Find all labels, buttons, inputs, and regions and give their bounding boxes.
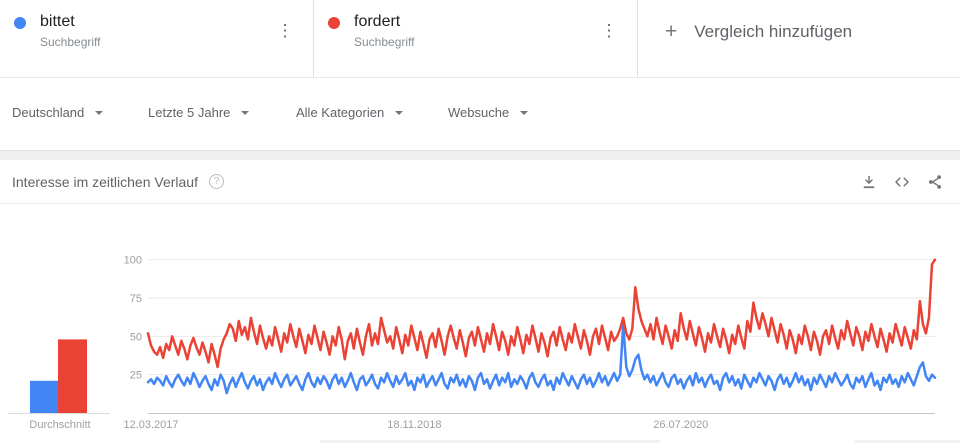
add-comparison-label: Vergleich hinzufügen (694, 22, 853, 41)
filter-category-dropdown[interactable]: Alle Kategorien (296, 102, 404, 122)
term-title: fordert (354, 13, 401, 30)
avg-bar-bittet[interactable] (30, 380, 58, 413)
more-options-icon[interactable]: ⋮ (600, 21, 618, 40)
share-icon[interactable] (926, 173, 944, 191)
filter-region-dropdown[interactable]: Deutschland (12, 102, 104, 122)
term-type-label: Suchbegriff (354, 35, 415, 49)
interest-over-time-chart[interactable]: 25 50 75 100 12.03.2017 18.11.2018 26.07.2020… (0, 204, 960, 443)
page-background-gap (0, 151, 960, 160)
series-dot-fordert-icon (328, 17, 340, 29)
filter-searchtype-dropdown[interactable]: Websuche (448, 102, 529, 122)
search-terms-bar: bittet Suchbegriff ⋮ fordert Suchbegriff… (0, 0, 960, 78)
svg-text:100: 100 (124, 255, 142, 267)
help-icon[interactable]: ? (208, 174, 224, 189)
filter-label: Alle Kategorien (296, 104, 385, 120)
term-card-fordert[interactable]: fordert Suchbegriff ⋮ (314, 0, 638, 77)
embed-icon[interactable] (893, 173, 911, 191)
y-tick-labels: 25 50 75 100 (124, 255, 142, 382)
svg-text:12.03.2017: 12.03.2017 (123, 419, 178, 431)
gridlines (148, 259, 935, 376)
plus-icon: + (665, 20, 678, 43)
chevron-down-icon (520, 111, 529, 115)
term-type-label: Suchbegriff (40, 35, 101, 49)
svg-text:26.07.2020: 26.07.2020 (653, 419, 708, 431)
svg-text:18.11.2018: 18.11.2018 (387, 419, 441, 431)
filter-label: Websuche (448, 104, 510, 120)
svg-text:75: 75 (130, 293, 142, 305)
add-comparison-button[interactable]: + Vergleich hinzufügen (638, 0, 960, 77)
chevron-down-icon (241, 111, 250, 115)
line-fordert[interactable] (146, 258, 937, 369)
chart-section-title: Interesse im zeitlichen Verlauf (12, 173, 198, 190)
chevron-down-icon (395, 111, 404, 115)
filter-label: Deutschland (12, 104, 85, 120)
chevron-down-icon (95, 111, 104, 115)
line-bittet[interactable] (146, 322, 937, 395)
filter-label: Letzte 5 Jahre (148, 104, 231, 120)
page-bottom-artifact (855, 440, 960, 443)
filters-bar: Deutschland Letzte 5 Jahre Alle Kategori… (0, 78, 960, 151)
avg-label: Durchschnitt (29, 419, 90, 431)
term-title: bittet (40, 13, 75, 30)
chart-header: Interesse im zeitlichen Verlauf ? (0, 160, 960, 204)
more-options-icon[interactable]: ⋮ (276, 21, 294, 40)
download-icon[interactable] (860, 173, 878, 191)
x-tick-labels: 12.03.2017 18.11.2018 26.07.2020 (123, 419, 708, 431)
svg-text:25: 25 (130, 370, 142, 382)
avg-bar-fordert[interactable] (58, 339, 87, 413)
term-card-bittet[interactable]: bittet Suchbegriff ⋮ (0, 0, 314, 77)
svg-text:50: 50 (130, 331, 142, 343)
page-bottom-artifact (320, 440, 660, 443)
series-dot-bittet-icon (14, 17, 26, 29)
chart-body: 25 50 75 100 12.03.2017 18.11.2018 26.07.2020… (0, 204, 960, 443)
interest-over-time-card: Interesse im zeitlichen Verlauf ? (0, 160, 960, 444)
filter-timerange-dropdown[interactable]: Letzte 5 Jahre (148, 102, 250, 122)
